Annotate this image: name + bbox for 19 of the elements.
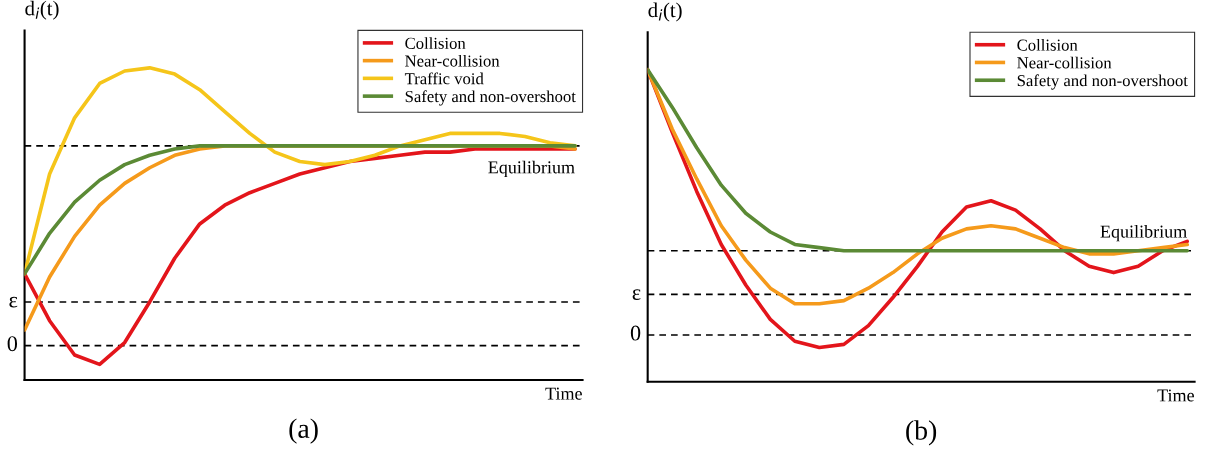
x-axis-title: Time [545, 387, 582, 400]
legend-label: Collision [405, 37, 466, 49]
y-axis-title: d$_{i}$(t) [648, 2, 682, 22]
y-axis-title: d$_{i}$(t) [25, 0, 59, 20]
ref-line-label: ε [9, 296, 18, 308]
x-axis-title: Time [1157, 389, 1194, 402]
legend-label: Near-collision [405, 54, 500, 67]
ref-line-label: 0 [7, 336, 18, 352]
legend-label: Near-collision [1017, 56, 1112, 69]
legend-label: Safety and non-overshoot [405, 90, 576, 106]
text: (a) [289, 418, 318, 444]
ref-line-label: 0 [630, 325, 641, 341]
legend-label: Traffic void [404, 72, 484, 85]
ref-line-label: Equilibrium [488, 160, 575, 178]
ref-line-label: Equilibrium [1100, 224, 1187, 242]
legend-label: Collision [1017, 39, 1078, 51]
legend-label: Safety and non-overshoot [1017, 74, 1188, 90]
ref-line-label: ε [632, 289, 641, 300]
text: (b) [906, 420, 937, 446]
